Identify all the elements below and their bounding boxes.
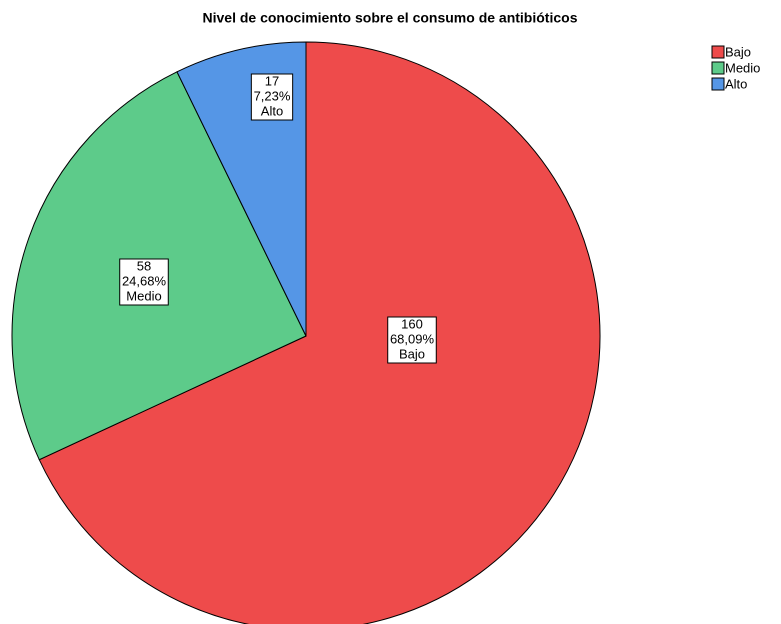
count-label: 58 xyxy=(137,258,151,273)
count-label: 17 xyxy=(265,73,279,88)
category-label: Medio xyxy=(126,288,161,303)
label-box xyxy=(119,258,169,306)
category-label: Alto xyxy=(261,103,283,118)
legend-swatch xyxy=(711,61,725,75)
category-label: Bajo xyxy=(399,346,425,361)
legend-label: Alto xyxy=(725,76,747,91)
slice-label: 177,23%Alto xyxy=(250,73,294,121)
percent-label: 68,09% xyxy=(390,331,435,346)
count-label: 160 xyxy=(401,316,423,331)
legend-swatch xyxy=(711,77,725,91)
legend-label: Medio xyxy=(725,60,760,75)
legend-label: Bajo xyxy=(725,44,751,59)
percent-label: 24,68% xyxy=(122,273,167,288)
label-box xyxy=(250,73,294,121)
pie-slice xyxy=(38,41,601,624)
percent-label: 7,23% xyxy=(254,88,291,103)
legend-swatch xyxy=(711,45,725,59)
label-box xyxy=(387,316,437,364)
chart-title: Nivel de conocimiento sobre el consumo d… xyxy=(203,10,578,26)
